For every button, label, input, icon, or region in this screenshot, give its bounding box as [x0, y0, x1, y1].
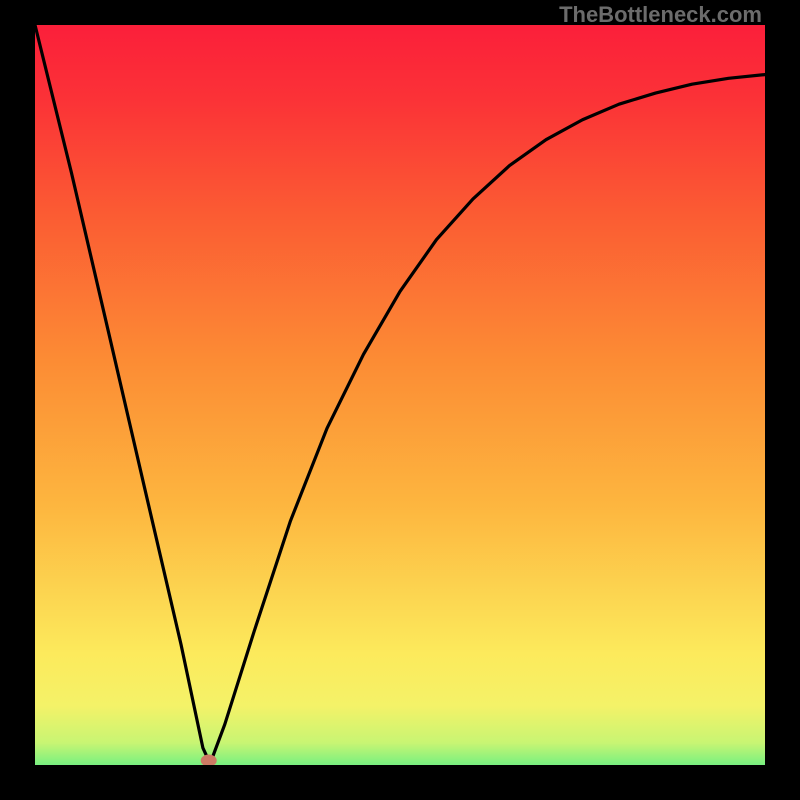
watermark-text: TheBottleneck.com: [559, 2, 762, 28]
plot-background: [35, 25, 765, 765]
chart-root: TheBottleneck.com: [0, 0, 800, 800]
bottleneck-plot: [35, 25, 765, 765]
